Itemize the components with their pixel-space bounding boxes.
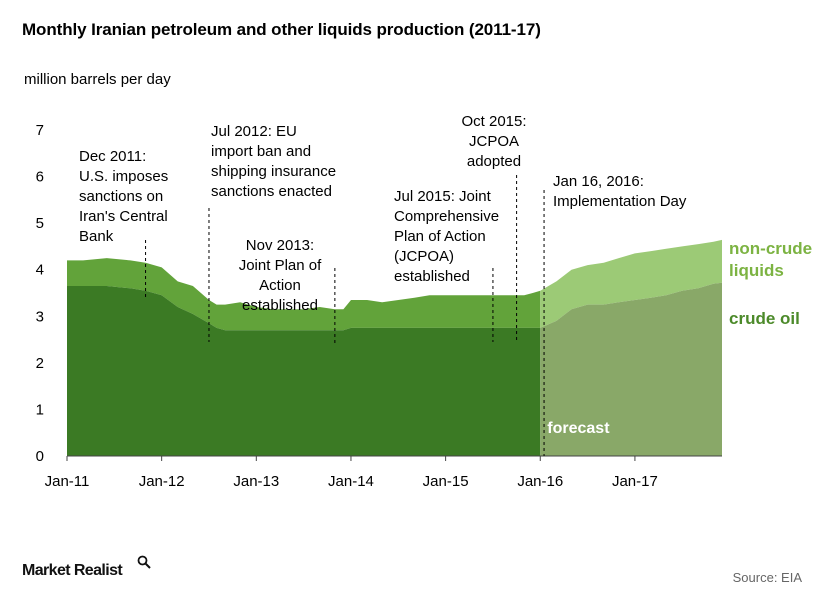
x-tick-label: Jan-12 — [139, 473, 185, 490]
x-tick-label: Jan-15 — [423, 473, 469, 490]
annotation-text: Action — [259, 277, 301, 294]
non-crude-liquids-area — [67, 258, 541, 331]
annotation-text: shipping insurance — [211, 163, 336, 180]
annotation-text: Implementation Day — [553, 193, 687, 210]
x-tick-label: Jan-14 — [328, 473, 374, 490]
y-tick-label: 4 — [36, 262, 44, 279]
annotation-text: Dec 2011: — [79, 148, 146, 165]
annotation-text: U.S. imposes — [79, 168, 168, 185]
annotation-text: sanctions on — [79, 188, 163, 205]
source-label: Source: EIA — [732, 570, 802, 585]
legend-label: crude oil — [729, 309, 800, 328]
x-tick-label: Jan-13 — [233, 473, 279, 490]
y-tick-label: 2 — [36, 355, 44, 372]
x-tick-label: Jan-11 — [45, 473, 90, 490]
annotation-text: Iran's Central — [79, 208, 168, 225]
annotation-text: established — [394, 268, 470, 285]
annotation-text: import ban and — [211, 143, 311, 160]
legend-label: non-crude — [729, 239, 812, 258]
y-tick-label: 7 — [36, 122, 44, 139]
annotation-text: Jan 16, 2016: — [553, 173, 644, 190]
y-axis-units-label: million barrels per day — [24, 71, 171, 88]
y-tick-label: 0 — [36, 448, 44, 465]
market-realist-logo: Market Realist — [22, 562, 123, 579]
x-tick-label: Jan-16 — [517, 473, 563, 490]
annotation-text: Plan of Action — [394, 228, 486, 245]
annotation-text: sanctions enacted — [211, 183, 332, 200]
magnifier-icon — [137, 555, 151, 569]
y-tick-label: 1 — [36, 401, 44, 418]
annotation-text: established — [242, 297, 318, 314]
annotation-text: Joint Plan of — [239, 257, 322, 274]
chart-title: Monthly Iranian petroleum and other liqu… — [22, 20, 541, 39]
legend-label: liquids — [729, 261, 784, 280]
x-tick-label: Jan-17 — [612, 473, 658, 490]
annotation-text: Nov 2013: — [246, 237, 314, 254]
annotation-text: JCPOA — [469, 133, 519, 150]
annotation-text: adopted — [467, 153, 521, 170]
annotation-text: Oct 2015: — [461, 113, 526, 130]
crude-oil-area — [67, 286, 541, 456]
annotation-text: (JCPOA) — [394, 248, 454, 265]
y-tick-label: 5 — [36, 215, 44, 232]
annotation-text: Bank — [79, 228, 114, 245]
crude-oil-forecast-area — [540, 282, 722, 456]
annotation-text: Comprehensive — [394, 208, 499, 225]
annotation-text: Jul 2015: Joint — [394, 188, 492, 205]
y-tick-label: 6 — [36, 169, 44, 186]
annotation-text: Jul 2012: EU — [211, 123, 297, 140]
non-crude-liquids-forecast-area — [540, 239, 722, 328]
forecast-label: forecast — [547, 420, 610, 437]
y-tick-label: 3 — [36, 308, 44, 325]
